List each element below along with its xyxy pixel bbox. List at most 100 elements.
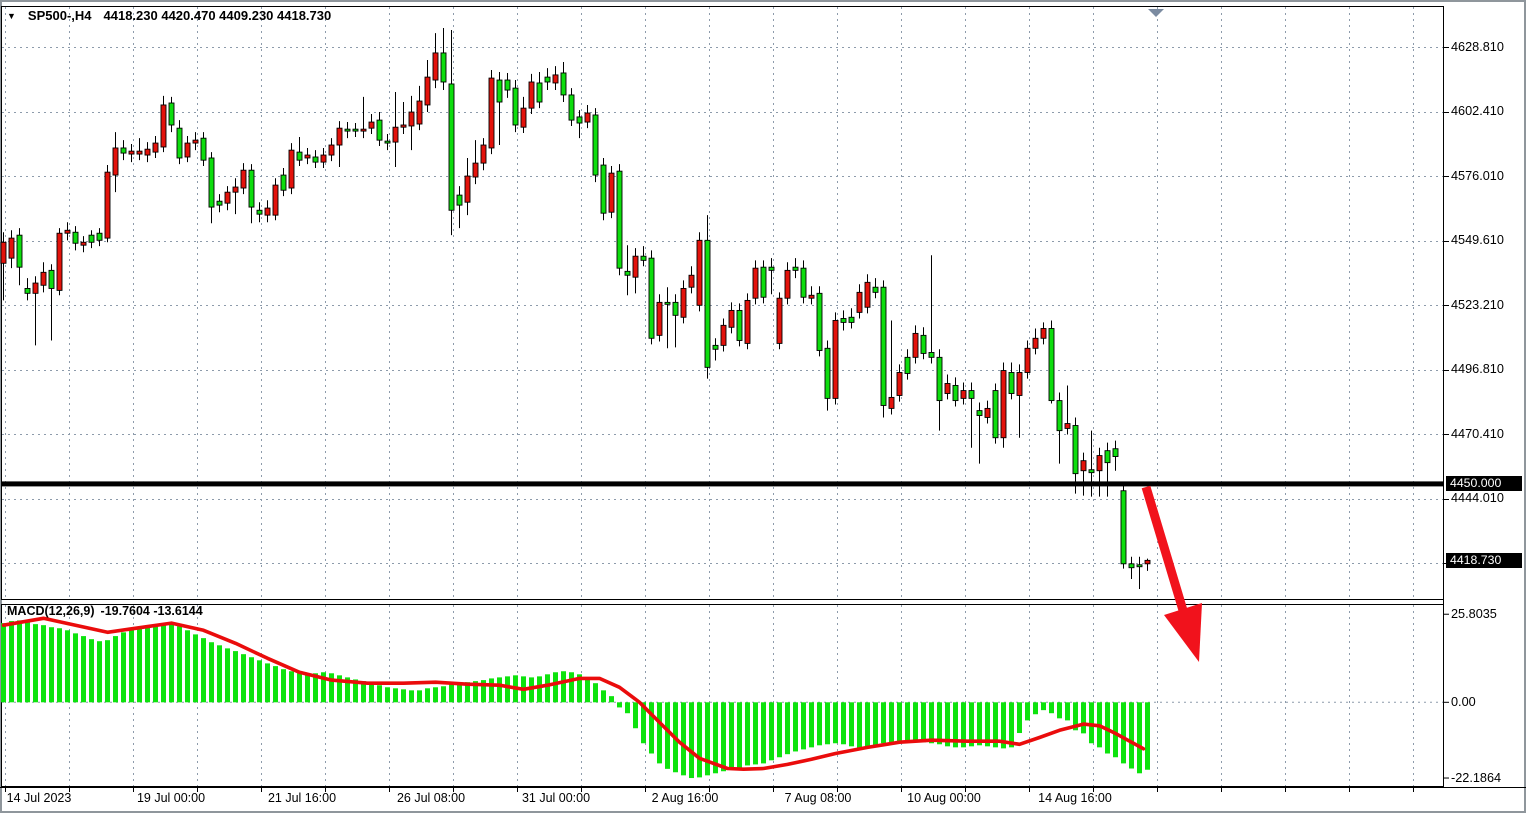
macd-histogram-bar: [473, 681, 478, 703]
candle-bull: [360, 128, 367, 132]
time-axis-label: 19 Jul 00:00: [136, 791, 206, 805]
candle-bear: [496, 79, 503, 103]
macd-histogram-bar: [1049, 702, 1054, 714]
candle-bull: [656, 301, 663, 336]
macd-histogram-bar: [561, 671, 566, 703]
candle-bear: [200, 137, 207, 161]
main-pane: [1, 6, 1444, 600]
candle-bear: [168, 102, 175, 126]
price-axis-label: 4470.410: [1451, 426, 1504, 441]
candle-bear: [760, 266, 767, 298]
candle-bear: [536, 82, 543, 103]
macd-histogram-bar: [489, 678, 494, 703]
candle-bear: [904, 356, 911, 374]
candle-bear: [848, 316, 855, 323]
macd-histogram-bar: [745, 702, 750, 766]
candle-bull: [960, 390, 967, 399]
macd-histogram-bar: [129, 629, 134, 703]
macd-histogram-bar: [681, 702, 686, 776]
price-axis-label: 4628.810: [1451, 39, 1504, 54]
candle-bull: [152, 142, 159, 153]
macd-histogram-bar: [409, 690, 414, 703]
candle-bull: [488, 77, 495, 149]
candle-bear: [600, 164, 607, 214]
macd-histogram-bar: [817, 702, 822, 746]
macd-histogram-bar: [25, 622, 30, 703]
candle-bull: [232, 186, 239, 193]
candle-bear: [616, 170, 623, 269]
macd-histogram-bar: [425, 688, 430, 703]
macd-histogram-bar: [369, 683, 374, 703]
macd-histogram-bar: [841, 702, 846, 745]
candle-bear: [16, 234, 23, 268]
macd-histogram-bar: [905, 702, 910, 741]
macd-histogram-bar: [441, 686, 446, 703]
time-axis-label: 7 Aug 08:00: [784, 791, 852, 805]
macd-histogram-bar: [321, 672, 326, 703]
candle-bull: [728, 309, 735, 328]
candle-bear: [952, 384, 959, 402]
macd-histogram-bar: [1009, 702, 1014, 748]
candle-bear: [120, 147, 127, 154]
macd-axis-label: -22.1864: [1451, 770, 1502, 785]
candle-bear: [1104, 450, 1111, 464]
candle-bear: [1088, 469, 1095, 474]
candle-bull: [520, 107, 527, 128]
macd-histogram-bar: [737, 702, 742, 768]
macd-histogram-bar: [1033, 702, 1038, 715]
candle-bear: [576, 116, 583, 124]
macd-histogram-bar: [81, 636, 86, 703]
macd-histogram-bar: [1137, 702, 1142, 774]
macd-histogram-bar: [785, 702, 790, 755]
candle-bull: [912, 332, 919, 358]
candle-bear: [1008, 372, 1015, 394]
macd-axis-label: 25.8035: [1451, 606, 1497, 621]
macd-histogram-bar: [529, 677, 534, 703]
macd-histogram-bar: [553, 672, 558, 703]
macd-histogram-bar: [505, 676, 510, 703]
macd-histogram-bar: [97, 641, 102, 703]
candle-bear: [992, 390, 999, 439]
candle-bear: [96, 232, 103, 241]
candle-bear: [928, 352, 935, 358]
time-axis-label: 26 Jul 08:00: [396, 791, 466, 805]
macd-histogram-bar: [753, 702, 758, 765]
candle-bear: [920, 334, 927, 354]
horizontal-level-line: [2, 481, 1443, 487]
candle-bull: [64, 229, 71, 234]
candle-bull: [408, 111, 415, 127]
macd-histogram-bar: [801, 702, 806, 750]
candle-bear: [504, 79, 511, 91]
candle-bull: [320, 154, 327, 163]
macd-histogram-bar: [721, 702, 726, 772]
candle-bull: [0, 241, 7, 264]
macd-histogram-bar: [89, 639, 94, 703]
candle-bear: [440, 52, 447, 83]
candle-bear: [296, 151, 303, 161]
macd-histogram-bar: [1041, 702, 1046, 711]
macd-histogram-bar: [465, 682, 470, 703]
candle-bear: [640, 255, 647, 261]
macd-histogram-bar: [849, 702, 854, 747]
macd-histogram-bar: [609, 696, 614, 703]
candle-bull: [272, 184, 279, 216]
candle-bear: [448, 83, 455, 211]
candle-bull: [400, 124, 407, 128]
macd-histogram-bar: [433, 687, 438, 703]
candle-bull: [720, 324, 727, 346]
macd-histogram-bar: [9, 621, 14, 703]
candle-bull: [144, 148, 151, 156]
candle-bull: [104, 171, 111, 239]
candle-bull: [776, 297, 783, 344]
price-axis-label: 4576.010: [1451, 168, 1504, 183]
macd-histogram-bar: [449, 684, 454, 703]
candle-bear: [88, 234, 95, 243]
macd-histogram-bar: [729, 702, 734, 770]
macd-histogram-bar: [481, 680, 486, 703]
candle-bear: [512, 87, 519, 126]
candle-bull: [1040, 328, 1047, 339]
candle-bear: [592, 114, 599, 176]
macd-histogram-bar: [713, 702, 718, 774]
